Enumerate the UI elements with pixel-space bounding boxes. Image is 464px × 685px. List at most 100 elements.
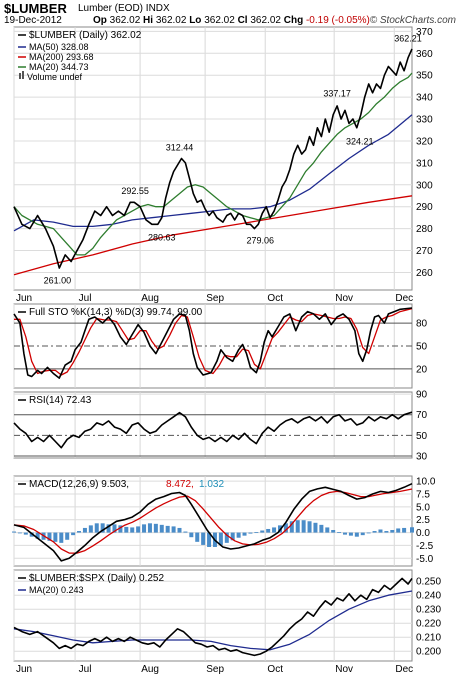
- macd-histogram-bar: [410, 527, 414, 533]
- ratio-xtick-label: Dec: [395, 664, 413, 675]
- macd-histogram-bar: [283, 523, 288, 533]
- price-ytick-label: 370: [416, 27, 433, 38]
- quote-date: 19-Dec-2012: [4, 15, 62, 26]
- macd-histogram-bar: [94, 523, 99, 533]
- macd-ytick-label: 0.0: [416, 528, 430, 539]
- price-panel-frame: [13, 26, 413, 291]
- high-value: 362.02: [155, 15, 187, 26]
- stockcharts-logo: © StockCharts.com: [369, 15, 456, 26]
- ratio-ytick-label: 0.200: [416, 647, 441, 658]
- macd-ytick-label: 7.5: [416, 490, 430, 501]
- macd-histogram-bar: [372, 531, 377, 533]
- macd-histogram-bar: [331, 530, 336, 533]
- macd-histogram-bar: [295, 520, 300, 533]
- macd-histogram-bar: [147, 523, 152, 533]
- macd-histogram-bar: [354, 532, 359, 537]
- macd-series-line-macd: [13, 482, 413, 562]
- macd-histogram-bar: [29, 532, 34, 537]
- macd-histogram-bar: [248, 532, 253, 534]
- macd-histogram-bar: [12, 531, 16, 533]
- price-legend-label: MA(50) 328.08: [29, 42, 89, 52]
- ratio-legend-label: $LUMBER:$SPX (Daily) 0.252: [29, 573, 164, 584]
- ratio-xtick-label: Sep: [206, 664, 224, 675]
- sto-ytick-label: 20: [416, 364, 428, 375]
- ratio-ytick-label: 0.230: [416, 605, 441, 616]
- macd-histogram-bar: [183, 531, 188, 533]
- macd-histogram-bar: [254, 532, 259, 533]
- macd-histogram-bar: [100, 523, 105, 533]
- macd-histogram-bar: [88, 525, 93, 533]
- macd-histogram-bar: [59, 532, 64, 543]
- open-label: Op: [93, 15, 107, 26]
- price-annotation-label: 324.21: [346, 137, 374, 147]
- symbol-title: $LUMBER: [4, 1, 67, 16]
- price-xtick-label: Dec: [395, 293, 413, 304]
- ratio-xtick-label: Jul: [79, 664, 92, 675]
- rsi-ytick-label: 90: [416, 390, 428, 401]
- price-ytick-label: 340: [416, 93, 433, 104]
- macd-histogram-bar: [396, 528, 401, 533]
- macd-histogram-bar: [207, 532, 212, 547]
- ratio-xtick-label: Nov: [335, 664, 353, 675]
- price-ytick-label: 260: [416, 268, 433, 279]
- macd-histogram-bar: [224, 532, 229, 543]
- macd-histogram-bar: [53, 532, 58, 542]
- price-xtick-label: Oct: [267, 293, 283, 304]
- sto-legend-label: Full STO %K(14,3) %D(3) 99.74, 99.00: [29, 307, 203, 318]
- macd-histogram-bar: [390, 530, 395, 533]
- rsi-legend-label: RSI(14) 72.43: [29, 395, 92, 406]
- macd-histogram-legend-label: 1.032: [199, 479, 224, 490]
- ratio-series-line--lumber-spx-daily-: [13, 577, 413, 657]
- macd-legend-label: MACD(12,26,9) 9.503,: [29, 479, 129, 490]
- macd-histogram-bar: [195, 532, 200, 542]
- macd-histogram-bar: [266, 528, 271, 533]
- price-xtick-label: Jun: [16, 293, 32, 304]
- macd-histogram-bar: [378, 529, 383, 533]
- ratio-ytick-label: 0.240: [416, 591, 441, 602]
- macd-histogram-bar: [301, 520, 306, 533]
- macd-histogram-bar: [366, 532, 371, 534]
- price-ytick-label: 280: [416, 224, 433, 235]
- macd-histogram-bar: [23, 532, 28, 535]
- price-legend-label: $LUMBER (Daily) 362.02: [29, 30, 142, 41]
- rsi-ytick-label: 30: [416, 451, 428, 462]
- macd-ytick-label: -2.5: [416, 541, 434, 552]
- macd-histogram-bar: [159, 524, 164, 533]
- macd-histogram-bar: [177, 527, 182, 533]
- price-ytick-label: 350: [416, 71, 433, 82]
- macd-histogram-bar: [35, 532, 40, 539]
- volume-legend-swatch: [22, 71, 24, 79]
- macd-signal-legend-label: 8.472,: [166, 479, 194, 490]
- close-label: Cl: [237, 15, 248, 26]
- price-annotation-label: 279.06: [247, 236, 275, 246]
- price-ytick-label: 300: [416, 180, 433, 191]
- price-xtick-label: Jul: [79, 293, 92, 304]
- macd-ytick-label: 2.5: [416, 515, 430, 526]
- change-value: -0.19 (-0.05%): [305, 15, 370, 26]
- macd-histogram-bar: [171, 526, 176, 533]
- ratio-series-line-ma-20-: [13, 590, 413, 651]
- macd-histogram-bar: [402, 527, 407, 533]
- macd-histogram-bar: [307, 521, 312, 533]
- price-xtick-label: Sep: [206, 293, 224, 304]
- ratio-ytick-label: 0.210: [416, 633, 441, 644]
- volume-legend-swatch: [19, 73, 21, 79]
- macd-histogram-bar: [106, 524, 111, 533]
- macd-histogram-bar: [337, 532, 342, 533]
- ratio-legend-label: MA(20) 0.243: [29, 585, 84, 595]
- sto-series-line--d: [14, 307, 413, 376]
- price-annotation-label: 292.55: [121, 186, 149, 196]
- price-annotation-label: 312.44: [166, 143, 194, 153]
- price-annotation-label: 280.63: [148, 232, 176, 242]
- macd-histogram-bar: [65, 532, 70, 540]
- macd-histogram-bar: [136, 526, 141, 533]
- rsi-ytick-label: 70: [416, 410, 428, 421]
- macd-ytick-label: -5.0: [416, 554, 434, 565]
- macd-histogram-bar: [230, 532, 235, 541]
- macd-histogram-bar: [47, 532, 52, 541]
- symbol-description: Lumber (EOD) INDX: [78, 3, 170, 14]
- macd-histogram-bar: [77, 531, 82, 533]
- sto-series-line--k: [13, 307, 413, 379]
- price-annotation-label: 337.17: [323, 88, 351, 98]
- sto-ytick-label: 50: [416, 342, 428, 353]
